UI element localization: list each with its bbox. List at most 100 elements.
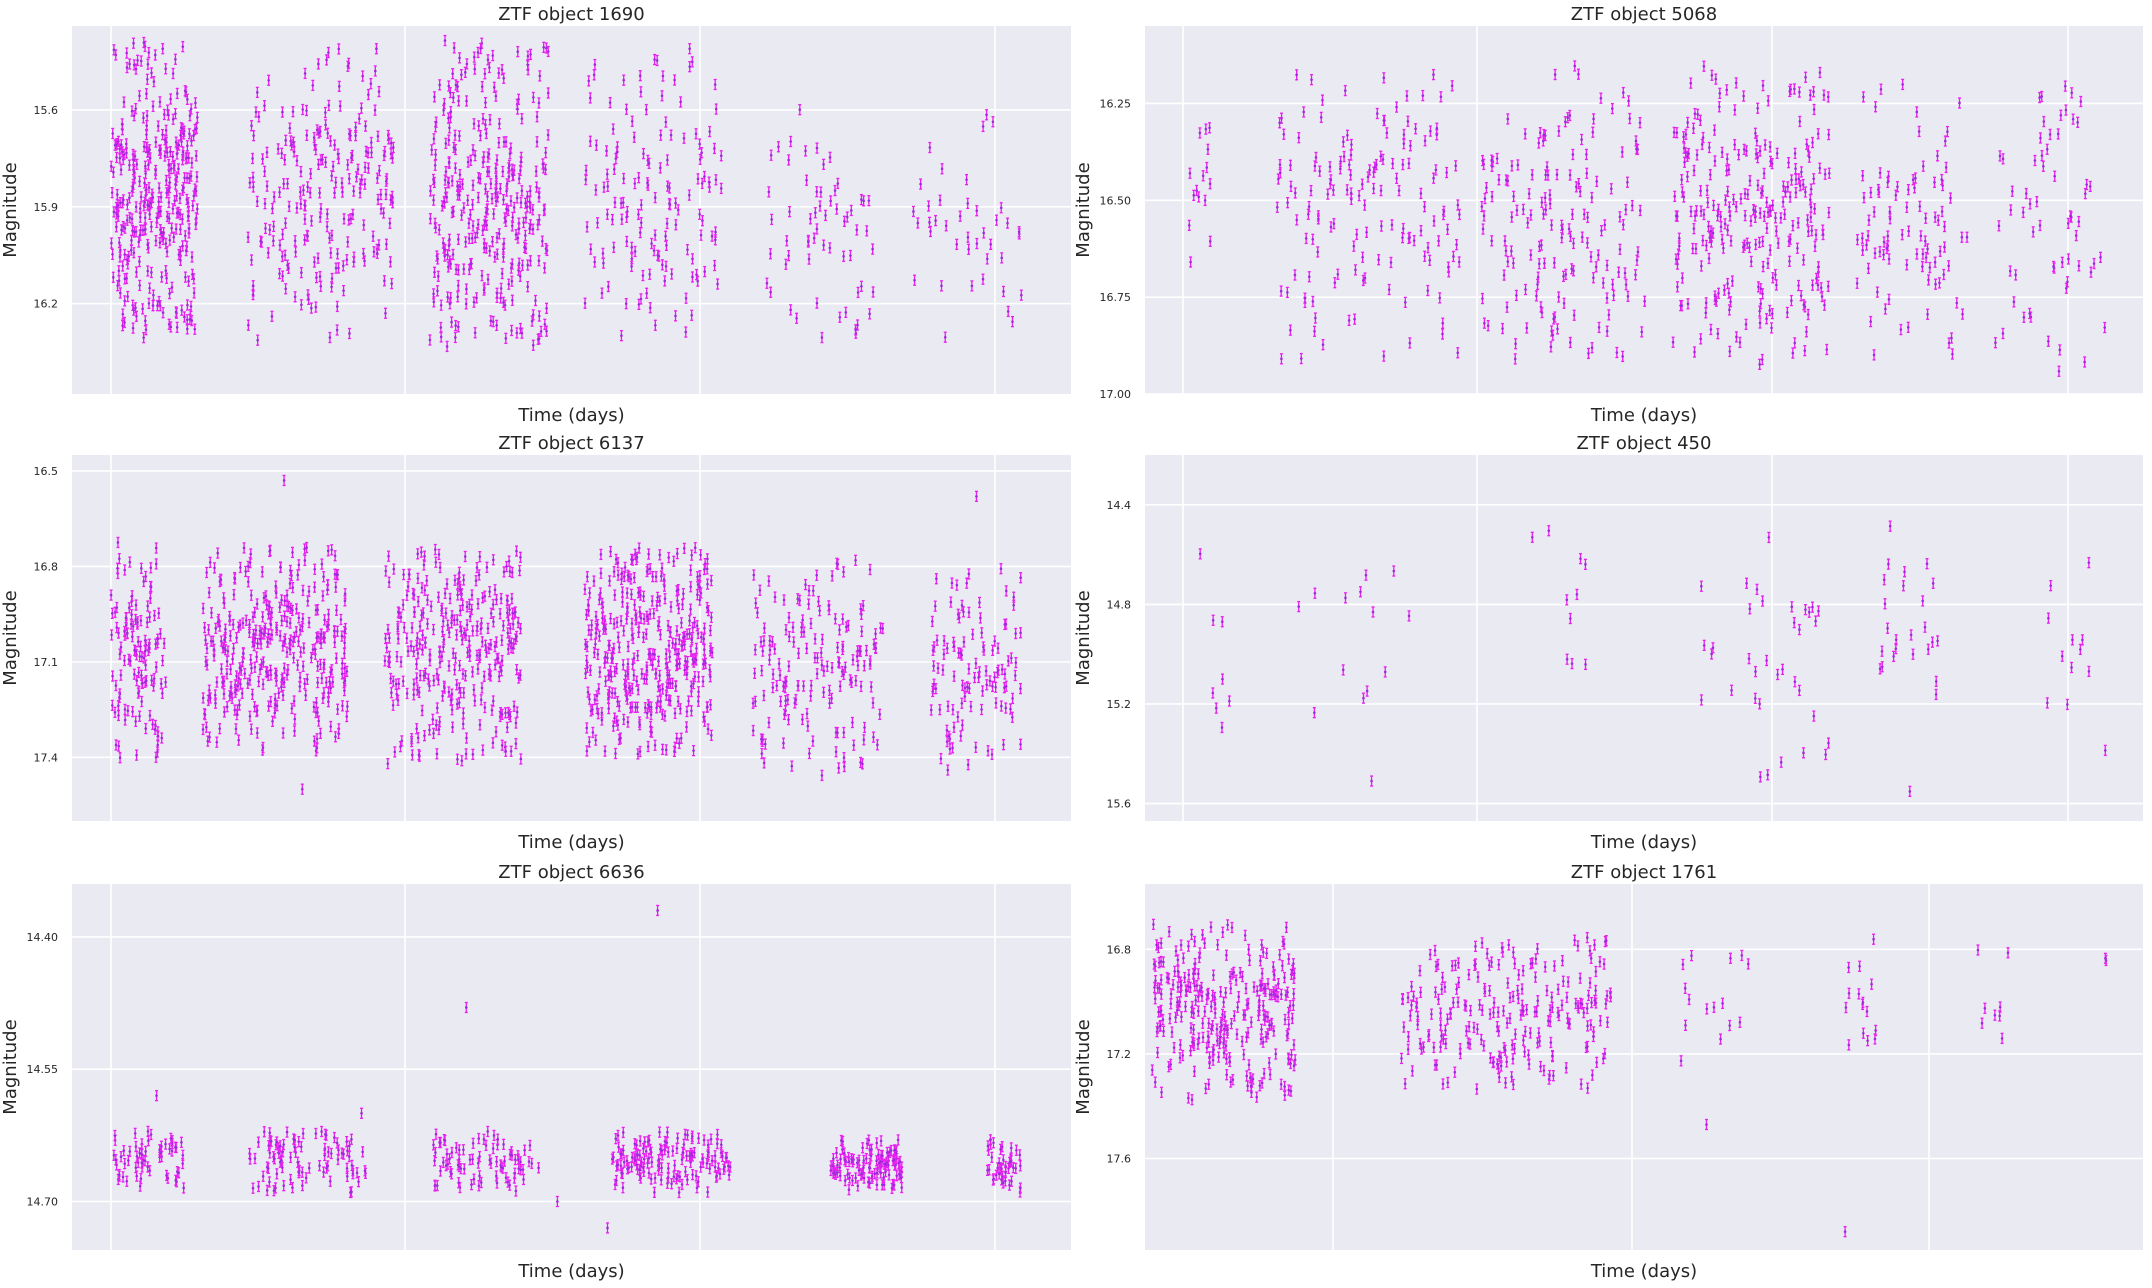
point-marker xyxy=(700,151,703,154)
point-marker xyxy=(187,157,190,160)
point-marker xyxy=(184,276,187,279)
point-marker xyxy=(247,324,250,327)
point-marker xyxy=(447,85,450,88)
point-marker xyxy=(117,204,120,207)
point-marker xyxy=(512,174,515,177)
y-tick-label: 15.6 xyxy=(34,104,59,117)
point-marker xyxy=(252,186,255,189)
point-marker xyxy=(502,301,505,304)
point-marker xyxy=(186,177,189,180)
point-marker xyxy=(267,252,270,255)
point-marker xyxy=(186,98,189,101)
point-marker xyxy=(144,172,147,175)
point-marker xyxy=(378,169,381,172)
point-marker xyxy=(361,75,364,78)
point-marker xyxy=(503,141,506,144)
point-marker xyxy=(347,65,350,68)
point-marker xyxy=(128,197,131,200)
point-marker xyxy=(658,255,661,258)
point-marker xyxy=(148,186,151,189)
point-marker xyxy=(300,303,303,306)
point-marker xyxy=(111,132,114,135)
point-marker xyxy=(337,267,340,270)
point-marker xyxy=(654,234,657,237)
point-marker xyxy=(435,121,438,124)
point-marker xyxy=(252,284,255,287)
point-marker xyxy=(459,173,462,176)
point-marker xyxy=(656,59,659,62)
point-marker xyxy=(521,189,524,192)
point-marker xyxy=(336,253,339,256)
point-marker xyxy=(194,188,197,191)
point-marker xyxy=(303,239,306,242)
point-marker xyxy=(488,153,491,156)
point-marker xyxy=(637,213,640,216)
point-marker xyxy=(260,241,263,244)
point-marker xyxy=(194,102,197,105)
point-marker xyxy=(312,84,315,87)
point-marker xyxy=(468,222,471,225)
point-marker xyxy=(190,175,193,178)
chart-title: ZTF object 1690 xyxy=(498,4,644,25)
point-marker xyxy=(329,336,332,339)
point-marker xyxy=(272,225,275,228)
point-marker xyxy=(364,125,367,128)
point-marker xyxy=(172,72,175,75)
point-marker xyxy=(674,202,677,205)
point-marker xyxy=(433,96,436,99)
point-marker xyxy=(176,326,179,329)
point-marker xyxy=(513,206,516,209)
point-marker xyxy=(472,225,475,228)
point-marker xyxy=(487,58,490,61)
point-marker xyxy=(442,109,445,112)
point-marker xyxy=(545,330,548,333)
point-marker xyxy=(126,219,129,222)
point-marker xyxy=(391,157,394,160)
point-marker xyxy=(290,144,293,147)
point-marker xyxy=(458,194,461,197)
point-marker xyxy=(510,329,513,332)
point-marker xyxy=(258,115,261,118)
point-marker xyxy=(186,318,189,321)
point-marker xyxy=(165,242,168,245)
point-marker xyxy=(463,207,466,210)
point-marker xyxy=(584,302,587,305)
point-marker xyxy=(449,263,452,266)
point-marker xyxy=(139,207,142,210)
point-marker xyxy=(190,108,193,111)
point-marker xyxy=(182,151,185,154)
point-marker xyxy=(458,57,461,60)
point-marker xyxy=(328,104,331,107)
point-marker xyxy=(130,239,133,242)
point-marker xyxy=(367,167,370,170)
point-marker xyxy=(458,135,461,138)
point-marker xyxy=(518,177,521,180)
point-marker xyxy=(654,324,657,327)
point-marker xyxy=(663,280,666,283)
point-marker xyxy=(271,207,274,210)
x-axis-label: Time (days) xyxy=(517,405,624,426)
y-axis-label: Magnitude xyxy=(0,162,21,257)
point-marker xyxy=(294,251,297,254)
point-marker xyxy=(125,152,128,155)
point-marker xyxy=(328,237,331,240)
point-marker xyxy=(159,241,162,244)
point-marker xyxy=(504,304,507,307)
point-marker xyxy=(457,326,460,329)
point-marker xyxy=(185,249,188,252)
point-marker xyxy=(119,292,122,295)
point-marker xyxy=(316,129,319,132)
point-marker xyxy=(293,151,296,154)
point-marker xyxy=(630,246,633,249)
point-marker xyxy=(185,90,188,93)
point-marker xyxy=(631,257,634,260)
point-marker xyxy=(691,258,694,261)
point-marker xyxy=(459,185,462,188)
point-marker xyxy=(162,311,165,314)
point-marker xyxy=(281,233,284,236)
point-marker xyxy=(536,115,539,118)
point-marker xyxy=(690,314,693,317)
point-marker xyxy=(528,200,531,203)
point-marker xyxy=(282,182,285,185)
point-marker xyxy=(306,186,309,189)
